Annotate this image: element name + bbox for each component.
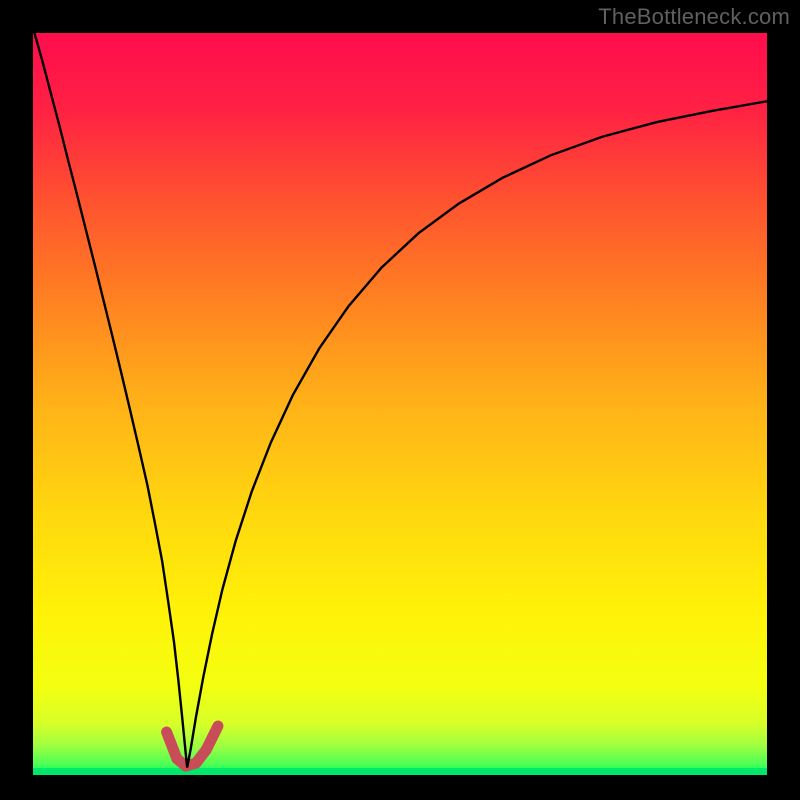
bottleneck-curve [33, 33, 767, 775]
watermark-text: TheBottleneck.com [598, 4, 790, 30]
v-curve-path [34, 33, 767, 768]
plot-area [33, 33, 767, 775]
notch-marker-segment [206, 726, 218, 750]
